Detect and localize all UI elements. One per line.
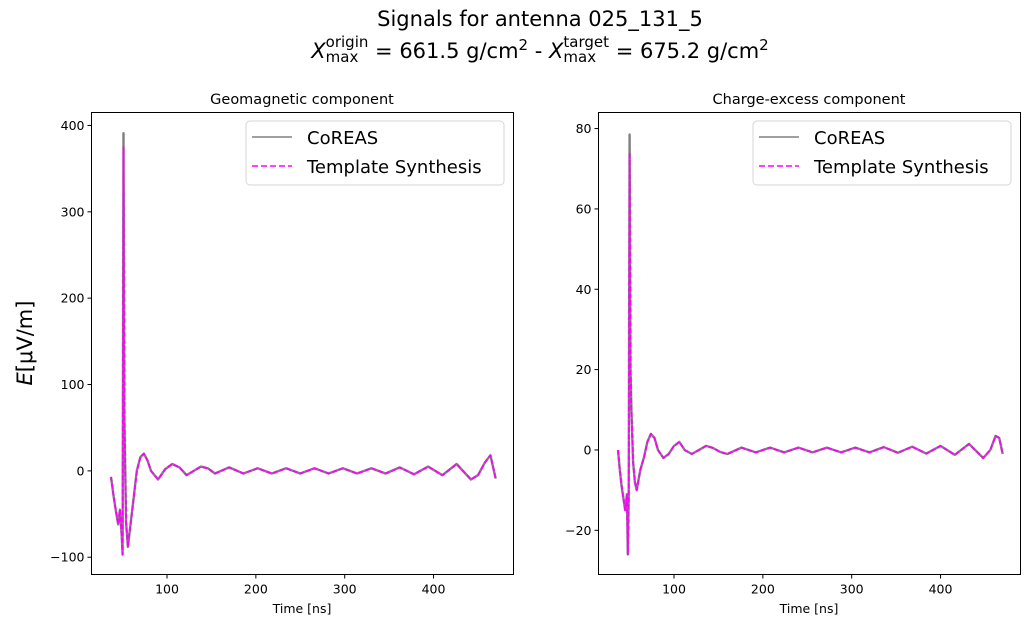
origin-script: origin max xyxy=(326,35,369,65)
ytick-label: 0 xyxy=(584,442,592,457)
geomagnetic-xlabel: Time [ns] xyxy=(272,601,332,616)
ytick-label: −100 xyxy=(50,550,84,565)
geomagnetic-yticks: −100 0 100 200 300 400 xyxy=(50,118,92,565)
ytick-label: 80 xyxy=(576,121,592,136)
legend-template-label: Template Synthesis xyxy=(306,157,482,178)
template-synthesis-line xyxy=(110,146,497,556)
xtick-label: 300 xyxy=(333,582,357,597)
coreas-line xyxy=(109,131,497,556)
charge-excess-lines xyxy=(616,133,1004,556)
xmax-origin-symbol: X xyxy=(311,39,326,63)
y-axis-label: E[μV/m] xyxy=(13,301,37,386)
ytick-label: 300 xyxy=(61,204,85,219)
xtick-label: 100 xyxy=(155,582,179,597)
ytick-label: 0 xyxy=(77,463,85,478)
ytick-label: 200 xyxy=(61,291,85,306)
ytick-label: 100 xyxy=(61,377,85,392)
geomagnetic-title: Geomagnetic component xyxy=(210,92,394,108)
target-sub: max xyxy=(563,48,597,66)
target-script: target max xyxy=(563,35,609,65)
xtick-label: 400 xyxy=(929,582,953,597)
ytick-label: 40 xyxy=(576,282,592,297)
charge-excess-axes: Charge-excess component −20 0 20 40 60 80 100… xyxy=(565,92,1021,616)
charge-excess-title: Charge-excess component xyxy=(713,92,906,108)
xtick-label: 100 xyxy=(662,582,686,597)
ylabel-unit: [μV/m] xyxy=(13,301,37,373)
charge-excess-legend: CoREAS Template Synthesis xyxy=(752,120,1012,186)
charge-excess-yticks: −20 0 20 40 60 80 xyxy=(565,121,599,538)
legend-coreas-label: CoREAS xyxy=(307,128,378,149)
xtick-label: 200 xyxy=(751,582,775,597)
origin-sub: max xyxy=(325,48,359,66)
geomagnetic-xticks: 100 200 300 400 xyxy=(155,574,446,597)
origin-sup: origin xyxy=(325,33,369,51)
ytick-label: −20 xyxy=(565,523,591,538)
template-synthesis-line xyxy=(617,151,1004,556)
geomagnetic-lines xyxy=(109,131,497,556)
coreas-line xyxy=(616,133,1004,556)
xmax-target-symbol: X xyxy=(549,39,564,63)
geomagnetic-frame xyxy=(91,112,514,575)
xtick-label: 200 xyxy=(244,582,268,597)
legend-box xyxy=(245,120,505,186)
figure-title: Signals for antenna 025_131_5 xyxy=(377,7,703,31)
target-sup: target xyxy=(563,33,610,51)
target-unit-power: 2 xyxy=(759,36,769,54)
xtick-label: 400 xyxy=(422,582,446,597)
ylabel-e: E xyxy=(13,371,37,385)
origin-unit-power: 2 xyxy=(518,36,529,54)
charge-excess-frame xyxy=(598,112,1021,575)
geomagnetic-legend: CoREAS Template Synthesis xyxy=(245,120,505,186)
ytick-label: 400 xyxy=(61,118,85,133)
xtick-label: 300 xyxy=(840,582,864,597)
charge-excess-xlabel: Time [ns] xyxy=(779,601,839,616)
geomagnetic-axes: Geomagnetic component −1000100200300400 … xyxy=(13,92,514,616)
legend-box xyxy=(752,120,1012,186)
charge-excess-xticks: 100 200 300 400 xyxy=(662,574,953,597)
target-value: = 675.2 g/cm xyxy=(609,39,760,63)
origin-value: = 661.5 g/cm xyxy=(368,39,519,63)
legend-coreas-label: CoREAS xyxy=(814,128,885,149)
title-separator: - xyxy=(528,39,550,63)
legend-template-label: Template Synthesis xyxy=(813,157,989,178)
ytick-label: 20 xyxy=(576,362,592,377)
ytick-label: 60 xyxy=(576,201,592,216)
